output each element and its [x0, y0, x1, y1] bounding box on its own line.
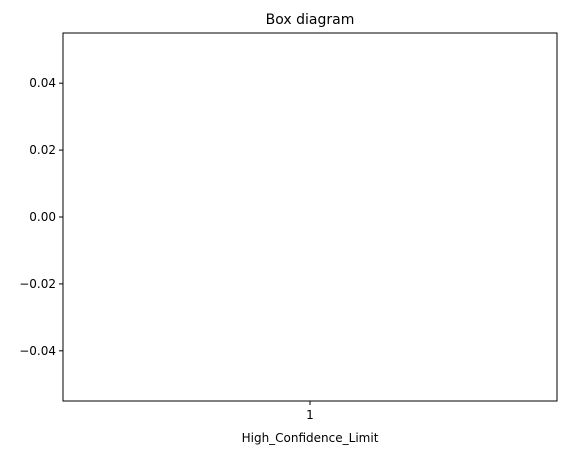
x-tick-label: 1 — [306, 408, 314, 422]
y-tick-label: −0.02 — [19, 277, 56, 291]
y-tick-label: 0.00 — [29, 210, 56, 224]
y-tick-label: −0.04 — [19, 344, 56, 358]
x-axis: 1 — [306, 401, 314, 422]
y-tick-label: 0.04 — [29, 76, 56, 90]
chart-title: Box diagram — [266, 12, 355, 28]
y-axis: −0.04 −0.02 0.00 0.02 0.04 — [19, 76, 63, 358]
x-axis-label: High_Confidence_Limit — [242, 431, 379, 445]
y-tick-label: 0.02 — [29, 143, 56, 157]
